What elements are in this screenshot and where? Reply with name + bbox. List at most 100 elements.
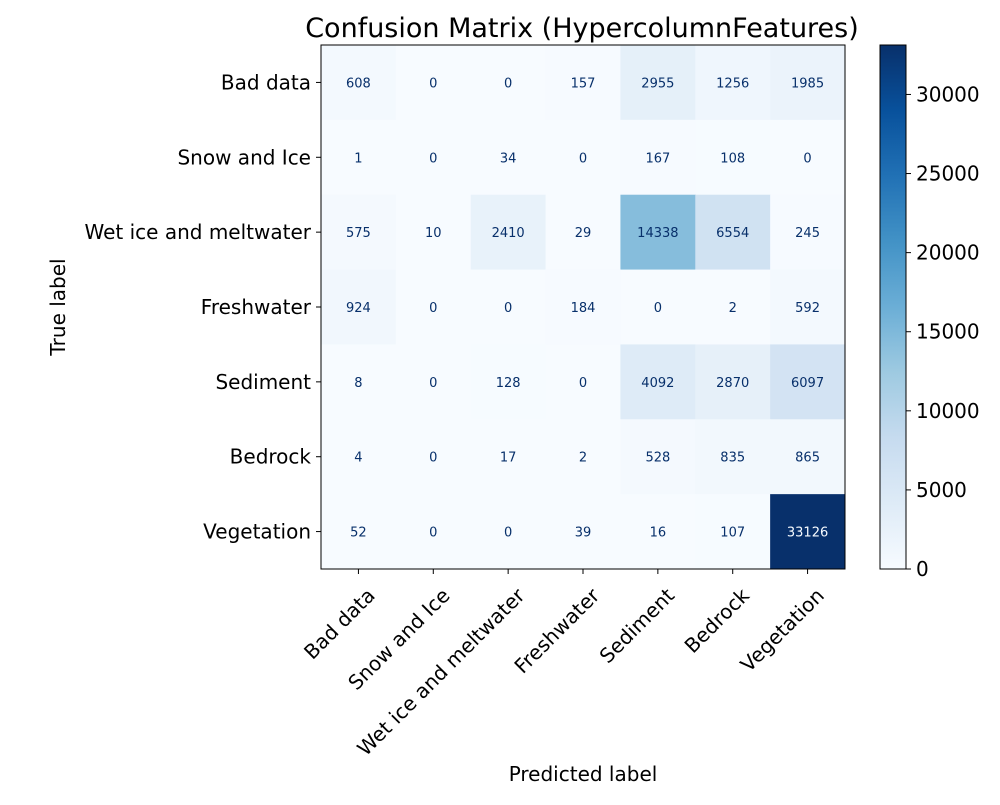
- heatmap-cell: [770, 419, 846, 495]
- cell-value-label: 528: [645, 451, 670, 466]
- cell-value-label: 52: [350, 526, 367, 541]
- cell-value-label: 0: [429, 451, 437, 466]
- cell-value-label: 1: [354, 151, 362, 166]
- colorbar-tick-labels: 0 5000 10000 15000 20000 25000 30000: [906, 82, 980, 581]
- cell-value-label: 0: [429, 526, 437, 541]
- cell-value-label: 608: [346, 76, 371, 91]
- cell-value-label: 2: [579, 451, 587, 466]
- cell-value-label: 39: [575, 526, 592, 541]
- cell-value-label: 8: [354, 376, 362, 391]
- cell-value-label: 128: [496, 376, 521, 391]
- heatmap-cell: [470, 344, 547, 420]
- cell-value-label: 33126: [787, 526, 828, 541]
- heatmap-cells: [321, 45, 846, 570]
- colorbar: [879, 44, 907, 570]
- y-tick-label: Vegetation: [203, 520, 311, 544]
- heatmap-cell: [470, 119, 547, 196]
- heatmap-cell: [620, 494, 696, 570]
- heatmap-cell: [620, 45, 696, 121]
- cell-value-label: 2: [729, 301, 737, 316]
- cell-value-label: 924: [346, 301, 371, 316]
- heatmap-cell: [620, 419, 696, 495]
- cell-value-label: 167: [645, 151, 670, 166]
- heatmap-cell: [770, 45, 846, 121]
- cell-value-label: 17: [500, 451, 517, 466]
- heatmap-cell: [321, 45, 397, 121]
- x-axis-label: Predicted label: [509, 762, 658, 786]
- cell-value-label: 0: [429, 76, 437, 91]
- cell-value-label: 2955: [641, 76, 674, 91]
- heatmap-cell: [545, 269, 621, 345]
- heatmap-cell: [695, 494, 771, 570]
- heatmap-cell: [321, 494, 397, 570]
- heatmap-cell: [695, 344, 771, 420]
- heatmap-cell: [470, 194, 547, 271]
- y-tick-label: Wet ice and meltwater: [85, 220, 312, 244]
- cell-value-label: 2410: [492, 226, 525, 241]
- heatmap-cell: [470, 45, 547, 121]
- heatmap-cell: [620, 194, 696, 271]
- cell-value-label: 0: [429, 151, 437, 166]
- cell-value-label: 0: [429, 301, 437, 316]
- heatmap-cell: [545, 494, 621, 570]
- cell-value-label: 0: [579, 376, 587, 391]
- cell-value-label: 835: [720, 451, 745, 466]
- colorbar-tick-label: 0: [916, 557, 929, 581]
- cell-value-label: 0: [504, 301, 512, 316]
- heatmap-cell: [395, 194, 472, 271]
- cell-value-label: 0: [504, 526, 512, 541]
- heatmap-cell: [321, 194, 397, 271]
- heatmap-cell: [470, 494, 547, 570]
- colorbar-tick-label: 30000: [916, 82, 980, 106]
- heatmap-cell: [545, 194, 621, 271]
- cell-value-label: 0: [803, 151, 811, 166]
- heatmap-cell: [695, 45, 771, 121]
- cell-value-label: 6097: [791, 376, 824, 391]
- cell-value-label: 6554: [716, 226, 749, 241]
- cell-value-label: 0: [654, 301, 662, 316]
- cell-value-label: 184: [571, 301, 596, 316]
- heatmap-cell: [321, 119, 397, 196]
- cell-value-label: 245: [795, 226, 820, 241]
- heatmap-cell: [695, 419, 771, 495]
- heatmap-cell: [620, 269, 696, 345]
- cell-value-label: 1256: [716, 76, 749, 91]
- cell-value-label: 4: [354, 451, 362, 466]
- x-tick-label: Bedrock: [680, 583, 755, 658]
- heatmap-cell: [695, 269, 771, 345]
- heatmap-cell: [395, 494, 472, 570]
- cell-value-label: 575: [346, 226, 371, 241]
- y-tick-label: Snow and Ice: [177, 145, 311, 169]
- y-tick-label: Sediment: [215, 370, 311, 394]
- heatmap-cell: [770, 119, 846, 196]
- heatmap-cell: [770, 344, 846, 420]
- heatmap-cell: [695, 119, 771, 196]
- colorbar-tick-label: 15000: [916, 320, 980, 344]
- cell-value-label: 108: [720, 151, 745, 166]
- cell-value-label: 107: [720, 526, 745, 541]
- cell-value-label: 0: [429, 376, 437, 391]
- cell-value-label: 34: [500, 151, 517, 166]
- cell-value-label: 865: [795, 451, 820, 466]
- heatmap-cell: [470, 419, 547, 495]
- cell-value-label: 10: [425, 226, 442, 241]
- heatmap-cell: [545, 344, 621, 420]
- heatmap-cell: [770, 494, 846, 570]
- heatmap-cell: [321, 269, 397, 345]
- heatmap-cell: [770, 194, 846, 271]
- y-tick-labels: Bad data Snow and Ice Wet ice and meltwate…: [85, 70, 321, 544]
- heatmap-cell: [470, 269, 547, 345]
- cell-value-label: 1985: [791, 76, 824, 91]
- heatmap-cell: [770, 269, 846, 345]
- cell-value-label: 29: [575, 226, 592, 241]
- chart-title: Confusion Matrix (HypercolumnFeatures): [305, 13, 859, 44]
- cell-value-label: 0: [504, 76, 512, 91]
- heatmap-cell: [321, 419, 397, 495]
- heatmap-cell: [395, 419, 472, 495]
- cell-value-label: 157: [571, 76, 596, 91]
- cell-value-label: 4092: [641, 376, 674, 391]
- heatmap-cell: [395, 119, 472, 196]
- heatmap-cell: [545, 119, 621, 196]
